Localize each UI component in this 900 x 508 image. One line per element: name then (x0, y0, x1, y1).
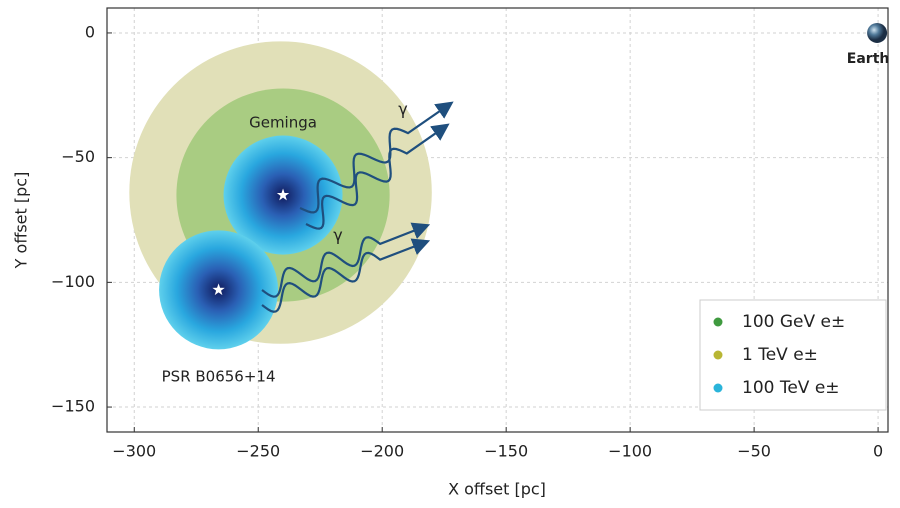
source-label: Geminga (249, 114, 317, 132)
x-tick-label: −250 (236, 442, 280, 461)
gamma-ray-arrow (299, 101, 454, 214)
y-tick-label: −50 (61, 147, 95, 166)
source-label: PSR B0656+14 (162, 367, 276, 385)
legend-label: 100 TeV e± (742, 378, 840, 398)
legend-marker (713, 350, 723, 360)
gamma-ray-arrow (261, 222, 431, 298)
y-tick-label: 0 (85, 22, 95, 41)
gamma-ray-arrow (261, 238, 431, 313)
x-tick-label: −150 (484, 442, 528, 461)
legend-marker (713, 317, 723, 327)
x-tick-label: −50 (737, 442, 771, 461)
earth-marker (867, 22, 888, 43)
legend-label: 1 TeV e± (742, 345, 818, 365)
x-tick-label: 0 (873, 442, 883, 461)
x-tick-label: −300 (112, 442, 156, 461)
legend-box (699, 299, 887, 411)
legend-marker (713, 383, 723, 393)
gamma-label: γ (333, 226, 342, 245)
gamma-ray-arrow (305, 123, 450, 230)
y-tick-label: −150 (51, 397, 95, 416)
earth-label: Earth (847, 51, 890, 67)
x-tick-label: −200 (360, 442, 404, 461)
x-tick-label: −100 (608, 442, 652, 461)
y-axis-label: Y offset [pc] (12, 172, 31, 270)
axes-frame (106, 7, 889, 433)
x-axis-label: X offset [pc] (448, 480, 546, 499)
source-star (276, 188, 290, 201)
y-tick-label: −100 (51, 272, 95, 291)
legend-label: 100 GeV e± (742, 312, 845, 332)
source-star (212, 283, 225, 296)
gamma-label: γ (398, 100, 407, 119)
